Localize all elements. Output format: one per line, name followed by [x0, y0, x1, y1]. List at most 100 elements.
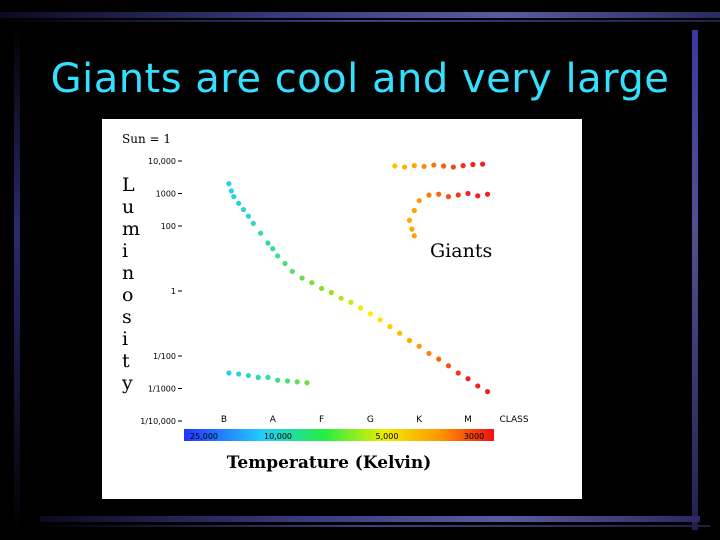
- bottom-accent-bar-thin: [30, 525, 710, 527]
- star-point: [348, 299, 354, 305]
- star-point: [465, 190, 471, 197]
- y-axis-label-letter: s: [122, 306, 132, 328]
- class-axis: B A F G K M CLASS: [221, 415, 529, 425]
- y-tick-label: 1/100: [153, 352, 176, 361]
- y-axis-label-letter: i: [122, 240, 128, 262]
- y-axis-label-letter: u: [122, 196, 134, 218]
- star-point: [416, 198, 422, 204]
- star-point: [392, 163, 398, 169]
- temperature-label: 10,000: [264, 432, 292, 441]
- star-point: [421, 163, 427, 170]
- star-point: [294, 379, 300, 385]
- star-point: [377, 317, 383, 323]
- y-axis-label-letter: i: [122, 328, 128, 350]
- y-axis-label-letter: o: [122, 284, 133, 306]
- star-point: [282, 260, 288, 267]
- star-point: [460, 163, 466, 169]
- star-point: [245, 213, 251, 219]
- y-tick-label: 1000: [156, 190, 176, 199]
- star-point: [338, 295, 344, 301]
- star-point: [304, 380, 310, 386]
- class-label: F: [319, 415, 324, 425]
- y-axis-label-letter: t: [122, 350, 130, 372]
- star-point: [426, 192, 432, 198]
- x-axis-label: Temperature (Kelvin): [227, 453, 432, 473]
- star-point: [411, 233, 417, 239]
- top-accent-bar-thin: [0, 20, 720, 22]
- temperature-labels: 25,000 10,000 5,000 3000: [190, 432, 484, 441]
- y-tick-label: 1: [171, 287, 176, 296]
- star-point: [480, 161, 486, 167]
- top-accent-bar: [0, 12, 720, 18]
- bottom-accent-bar: [40, 516, 700, 522]
- y-axis-ticks: 10,000 1000 100 1 1/100 1/1000 1/10,000: [140, 157, 182, 426]
- temperature-label: 25,000: [190, 432, 218, 441]
- star-point: [455, 192, 461, 198]
- star-point: [289, 268, 295, 275]
- star-point: [255, 374, 261, 380]
- right-accent-bar: [692, 30, 698, 530]
- star-point: [450, 164, 456, 170]
- temperature-label: 3000: [464, 432, 484, 441]
- star-point: [416, 343, 422, 349]
- giants-annotation: Giants: [430, 240, 492, 262]
- star-point: [250, 220, 256, 227]
- star-point: [226, 370, 232, 376]
- star-point: [228, 188, 234, 194]
- star-point: [226, 181, 232, 187]
- star-point: [484, 389, 491, 395]
- star-point: [265, 240, 271, 246]
- star-point: [275, 253, 281, 259]
- star-point: [231, 194, 237, 200]
- y-axis-label-letter: L: [122, 174, 135, 196]
- star-point: [397, 330, 403, 336]
- y-tick-label: 1/1000: [148, 385, 176, 394]
- star-point: [441, 163, 447, 169]
- star-point: [484, 191, 491, 197]
- star-point: [328, 289, 334, 296]
- y-tick-label: 100: [161, 222, 176, 231]
- star-point: [436, 356, 442, 362]
- star-point: [387, 324, 393, 330]
- star-point: [445, 363, 452, 369]
- star-point: [411, 163, 417, 169]
- star-point: [436, 191, 442, 197]
- class-label: K: [416, 415, 423, 425]
- star-point: [431, 162, 437, 168]
- class-label: G: [367, 415, 374, 425]
- star-point: [411, 207, 417, 214]
- temperature-color-bar: [184, 429, 494, 441]
- star-point: [406, 217, 413, 223]
- star-point: [258, 230, 264, 236]
- y-axis-label-letter: m: [122, 218, 140, 240]
- star-point: [409, 226, 415, 232]
- star-point: [426, 350, 432, 357]
- star-point: [465, 376, 471, 382]
- star-point: [475, 193, 481, 199]
- star-point: [319, 285, 325, 292]
- class-label: M: [464, 415, 472, 425]
- star-point: [265, 374, 271, 380]
- star-point: [475, 383, 481, 389]
- star-point: [358, 305, 364, 311]
- star-point: [284, 378, 291, 384]
- star-point: [470, 161, 476, 168]
- left-accent-bar: [14, 24, 20, 534]
- temperature-label: 5,000: [376, 432, 399, 441]
- star-point: [240, 206, 247, 213]
- star-point: [445, 194, 452, 200]
- star-point: [406, 337, 413, 344]
- class-label: B: [221, 415, 227, 425]
- class-axis-label: CLASS: [499, 415, 528, 425]
- y-axis-label-letter: n: [122, 262, 134, 284]
- y-tick-label: 10,000: [148, 157, 176, 166]
- y-tick-label: 1/10,000: [140, 417, 176, 426]
- star-point: [275, 377, 281, 383]
- sun-note: Sun = 1: [122, 132, 171, 146]
- star-point: [236, 200, 242, 206]
- star-point: [309, 280, 315, 286]
- star-point: [245, 372, 251, 379]
- star-point: [401, 164, 408, 170]
